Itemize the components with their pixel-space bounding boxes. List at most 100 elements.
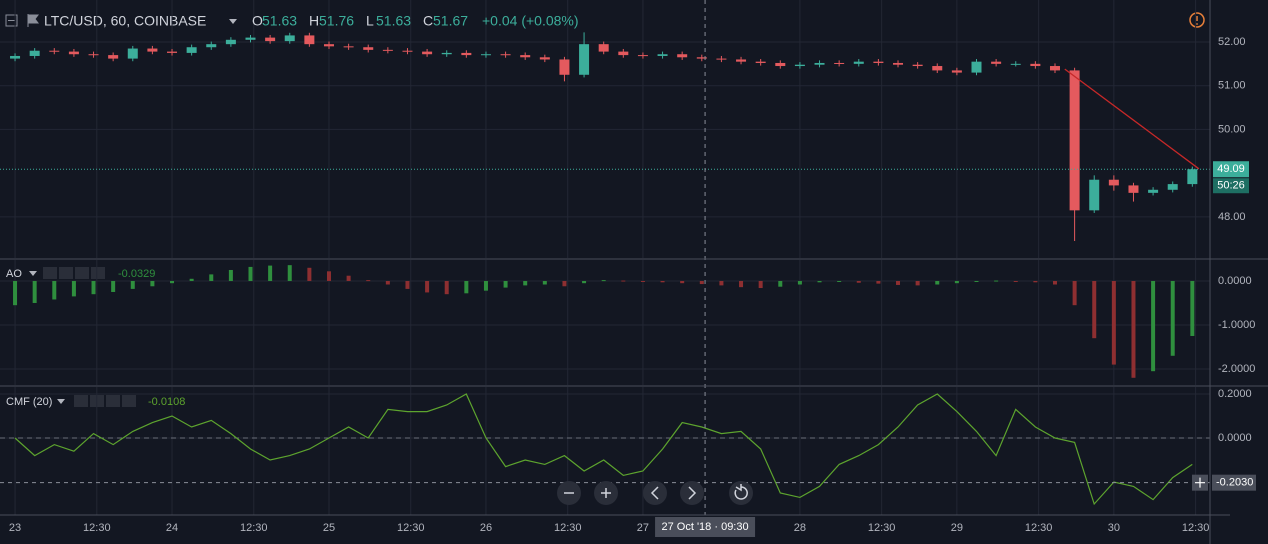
candle-body bbox=[677, 54, 688, 58]
ao-bar bbox=[366, 280, 371, 282]
candle-body bbox=[1128, 185, 1139, 193]
ao-bar bbox=[837, 280, 842, 282]
ao-bar bbox=[994, 280, 999, 282]
indicator-title: CMF (20) bbox=[6, 396, 52, 408]
ao-bar bbox=[974, 280, 979, 282]
candle-body bbox=[696, 57, 707, 59]
ao-bar bbox=[228, 269, 233, 281]
x-tick-label: 27 bbox=[637, 522, 649, 534]
candle-body bbox=[245, 37, 256, 40]
ao-bar bbox=[1033, 280, 1038, 283]
ao-bar bbox=[680, 280, 685, 284]
ao-bar bbox=[797, 280, 802, 285]
ao-bar bbox=[326, 271, 331, 281]
collapse-toggle[interactable] bbox=[5, 14, 18, 27]
cmf-more[interactable] bbox=[106, 395, 120, 407]
x-tick-label: 25 bbox=[323, 522, 335, 534]
candle-body bbox=[971, 61, 982, 73]
x-tick-label: 12:30 bbox=[1182, 522, 1210, 534]
cmf-dropdown[interactable] bbox=[57, 399, 65, 404]
ao-bar bbox=[32, 280, 37, 303]
candle-body bbox=[88, 54, 99, 56]
ao-bar bbox=[268, 265, 273, 281]
last-price-label: 49.09 bbox=[1217, 163, 1245, 175]
ao-bar bbox=[52, 280, 57, 300]
y-tick-label: -2.0000 bbox=[1218, 363, 1255, 375]
candle-body bbox=[422, 51, 433, 55]
scroll-left-button[interactable] bbox=[643, 481, 667, 505]
ao-bar bbox=[1013, 280, 1018, 282]
x-tick-label: 29 bbox=[951, 522, 963, 534]
scroll-right-button[interactable] bbox=[680, 481, 704, 505]
candle-body bbox=[579, 44, 590, 75]
x-tick-label: 30 bbox=[1108, 522, 1120, 534]
candle-body bbox=[736, 59, 747, 62]
ao-bar bbox=[640, 280, 645, 282]
nav-buttons bbox=[557, 481, 753, 505]
candle-body bbox=[441, 52, 452, 55]
candle-body bbox=[127, 48, 138, 59]
candle-body bbox=[951, 70, 962, 73]
ao-bar bbox=[1190, 280, 1195, 336]
x-tick-label: 12:30 bbox=[397, 522, 425, 534]
x-tick-label: 12:30 bbox=[240, 522, 268, 534]
candle-body bbox=[186, 47, 197, 53]
x-tick-label: 23 bbox=[9, 522, 21, 534]
ao-bar bbox=[287, 265, 292, 281]
y-tick-label: 48.00 bbox=[1218, 211, 1246, 223]
candle-body bbox=[598, 44, 609, 52]
x-tick-label: 12:30 bbox=[83, 522, 111, 534]
x-tick-label: 28 bbox=[794, 522, 806, 534]
candle-body bbox=[991, 61, 1002, 64]
scroll-left-icon bbox=[650, 486, 659, 500]
ao-bar bbox=[150, 280, 155, 287]
ao-bar bbox=[660, 280, 665, 283]
ohlc-value: 51.63 bbox=[262, 13, 297, 29]
reset-button[interactable] bbox=[729, 481, 753, 505]
candle-body bbox=[1148, 189, 1159, 193]
candle-body bbox=[559, 59, 570, 75]
ohlc-value: 51.76 bbox=[319, 13, 354, 29]
countdown-label: 50:26 bbox=[1217, 180, 1245, 192]
cmf-visibility[interactable] bbox=[74, 395, 88, 407]
ao-bar bbox=[621, 280, 626, 282]
ao-bar bbox=[876, 280, 881, 284]
ao-bar bbox=[425, 280, 430, 293]
crosshair-plus-icon bbox=[1195, 477, 1205, 488]
ao-dropdown[interactable] bbox=[29, 271, 37, 276]
ao-bar bbox=[699, 280, 704, 285]
plot-layer: 23 12:30 24 12:30 25 12:30 26 12:30 27 28 12:30 29 1… bbox=[0, 0, 1256, 537]
symbol-dropdown[interactable] bbox=[229, 19, 237, 24]
ao-bar bbox=[601, 280, 606, 282]
alert-icon[interactable] bbox=[1189, 12, 1205, 28]
ao-remove[interactable] bbox=[91, 267, 105, 279]
x-tick-label: 26 bbox=[480, 522, 492, 534]
y-tick-label: 0.0000 bbox=[1218, 275, 1252, 287]
ao-bar bbox=[130, 280, 135, 289]
candle-body bbox=[402, 50, 413, 52]
ao-bar bbox=[346, 275, 351, 281]
crosshair-value-box bbox=[1212, 474, 1256, 491]
ao-bar bbox=[307, 267, 312, 281]
ao-bar bbox=[582, 280, 587, 284]
ao-bar bbox=[189, 278, 194, 281]
candle-body bbox=[716, 58, 727, 60]
ao-bar bbox=[856, 280, 861, 283]
ao-bar bbox=[1151, 280, 1156, 372]
candle-body bbox=[657, 54, 668, 56]
candle-body bbox=[284, 35, 295, 42]
cmf-remove[interactable] bbox=[122, 395, 136, 407]
zoom-in-icon bbox=[601, 488, 611, 498]
x-tick-label: 12:30 bbox=[554, 522, 582, 534]
ao-more[interactable] bbox=[75, 267, 89, 279]
candle-body bbox=[68, 51, 79, 55]
flag-icon[interactable] bbox=[27, 14, 39, 27]
reset-icon bbox=[734, 484, 748, 500]
candle-body bbox=[206, 44, 217, 48]
ao-settings[interactable] bbox=[59, 267, 73, 279]
ao-visibility[interactable] bbox=[43, 267, 57, 279]
change-value: +0.04 (+0.08%) bbox=[482, 13, 579, 29]
ao-bar bbox=[1052, 280, 1057, 285]
